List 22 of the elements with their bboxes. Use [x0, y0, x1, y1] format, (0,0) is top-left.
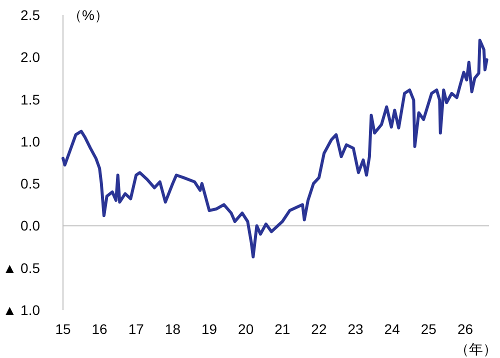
ytick: 1.0 — [20, 133, 40, 150]
xtick: 17 — [128, 321, 144, 337]
ytick: 0.0 — [20, 218, 40, 234]
ytick: 1.5 — [20, 91, 40, 108]
xtick: 16 — [92, 321, 108, 337]
ytick: 2.0 — [20, 49, 40, 66]
ytick: 0.5 — [20, 176, 40, 192]
xtick: 20 — [238, 321, 254, 337]
xtick: 22 — [311, 321, 327, 337]
ytick: ▲ 0.5 — [2, 260, 40, 276]
xtick: 21 — [274, 321, 290, 337]
ytick: ▲ 1.0 — [2, 302, 40, 318]
ytick: 2.5 — [20, 7, 40, 23]
ylabel: （%） — [68, 7, 108, 23]
xtick: 25 — [420, 321, 436, 337]
xtick: 15 — [55, 321, 71, 337]
xtick: 26 — [457, 321, 474, 337]
xtick: 23 — [348, 321, 364, 337]
xtick: 24 — [384, 321, 400, 337]
xtick: 19 — [201, 321, 218, 337]
xlabel: （年） — [455, 341, 497, 357]
xtick: 18 — [164, 321, 180, 337]
